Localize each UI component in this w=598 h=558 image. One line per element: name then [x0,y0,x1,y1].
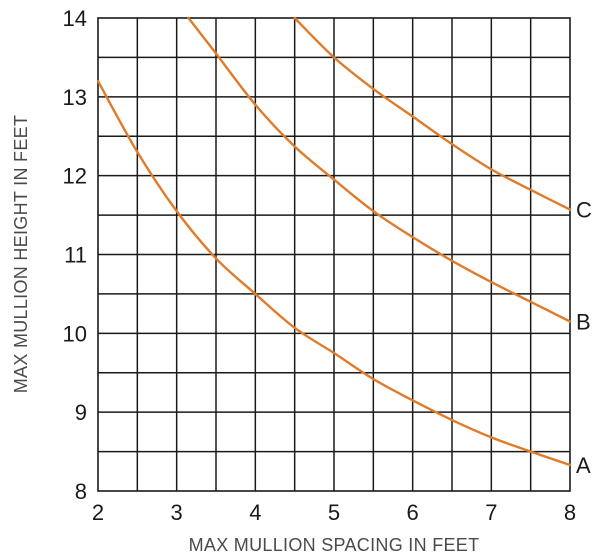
y-tick-label: 11 [64,243,87,268]
tick-labels: 2 3 4 5 6 7 8 8 9 10 11 12 13 14 A B C [63,6,592,525]
y-tick-label: 8 [75,479,87,504]
x-tick-label: 4 [249,500,261,525]
y-axis-title: MAX MULLION HEIGHT IN FEET [11,115,31,394]
y-tick-label: 13 [63,85,87,110]
x-axis-title: MAX MULLION SPACING IN FEET [189,535,480,555]
series-line-b [187,16,572,323]
grid-lines [98,18,570,491]
series-label-b: B [576,310,591,335]
series-line-a [96,79,572,467]
series-label-a: A [576,453,591,478]
series-line-c [293,16,572,211]
series-label-c: C [576,198,592,223]
y-tick-label: 10 [63,321,87,346]
x-tick-label: 7 [485,500,497,525]
x-tick-label: 3 [171,500,183,525]
x-tick-label: 5 [328,500,340,525]
y-tick-label: 9 [75,400,87,425]
x-tick-label: 2 [92,500,104,525]
y-tick-label: 12 [63,164,87,189]
plot-frame [97,17,571,492]
x-tick-label: 6 [407,500,419,525]
y-tick-label: 14 [63,6,87,31]
series-lines [96,16,572,467]
x-tick-label: 8 [564,500,576,525]
